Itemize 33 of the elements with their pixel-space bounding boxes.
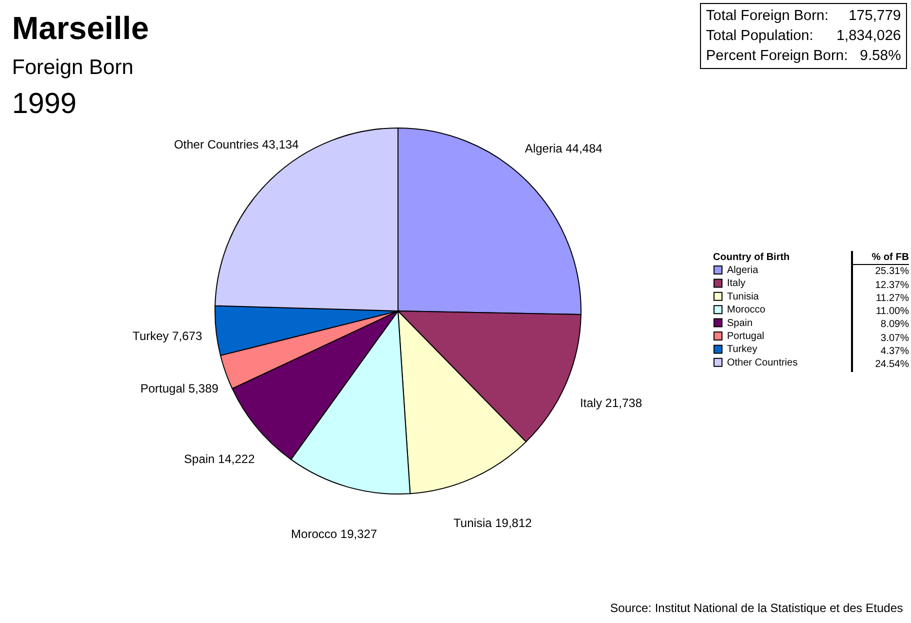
category-label: Turkey 7,673 — [132, 329, 202, 344]
text: Total Foreign Born: 175,779 — [706, 8, 901, 24]
text: Percent Foreign Born: 9.58% — [706, 47, 901, 66]
chart-subtitle: Foreign Born — [12, 56, 134, 80]
category-label: Portugal 5,389 — [140, 382, 218, 396]
category-label: Morocco 19,327 — [291, 527, 378, 542]
category-label: Tunisia 19,812 — [454, 516, 532, 530]
category-label: Algeria 44,484 — [524, 142, 602, 156]
legend-label: Spain — [727, 318, 753, 329]
legend-label: Algeria — [727, 265, 759, 276]
text: 12.37% — [874, 278, 909, 292]
category-label: Italy 21,738 — [580, 396, 642, 410]
legend-label: Portugal — [727, 331, 764, 342]
legend-title: Country of Birth — [713, 252, 790, 263]
text: 3.07% — [880, 332, 909, 346]
text: 4.37% — [880, 345, 909, 358]
legend-label: Morocco — [727, 304, 766, 316]
text: % of FB — [853, 251, 909, 266]
text: 25.31% — [874, 265, 909, 279]
text: 1999 — [12, 88, 77, 121]
legend-label: Italy — [727, 278, 746, 290]
text: 11.00% — [874, 305, 909, 318]
category-label: Other Countries 43,134 — [174, 138, 299, 152]
legend-label: Tunisia — [727, 291, 760, 302]
legend-label: Turkey — [727, 344, 758, 356]
text: 24.54% — [874, 358, 909, 372]
legend-label: Other Countries — [727, 357, 798, 368]
text: 8.09% — [880, 318, 909, 332]
source-note: Source: Institut National de la Statistique et des Etudes — [610, 601, 903, 615]
text: Total Population: 1,834,026 — [706, 28, 901, 44]
category-label: Spain 14,222 — [184, 452, 255, 466]
chart-title: Marseille — [12, 10, 149, 47]
text: 11.27% — [874, 292, 909, 306]
